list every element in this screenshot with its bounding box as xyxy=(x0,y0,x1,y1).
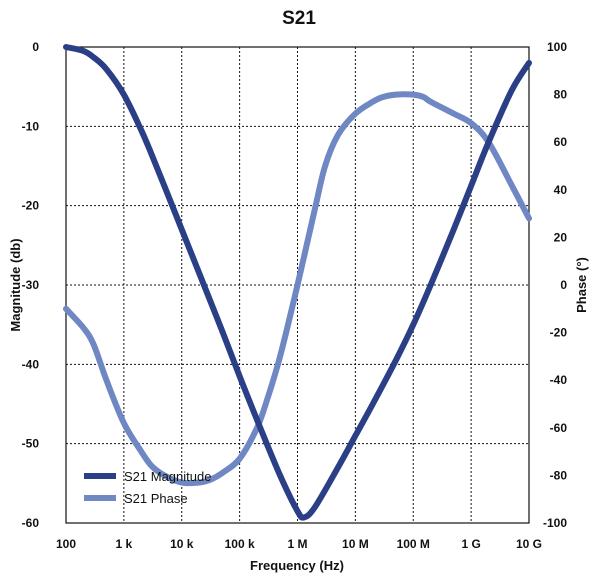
y2-tick-label: 80 xyxy=(554,88,568,102)
x-tick-label: 100 xyxy=(56,537,76,551)
x-tick-label: 1 k xyxy=(116,537,133,551)
x-tick-label: 1 G xyxy=(461,537,480,551)
legend: S21 Magnitude S21 Phase xyxy=(84,469,211,506)
y2-tick-label: 100 xyxy=(547,40,567,54)
series-line-magnitude xyxy=(63,44,532,521)
y-tick-labels: 0 -10 -20 -30 -40 -50 -60 xyxy=(22,40,40,530)
y-tick-label: -50 xyxy=(22,437,40,451)
x-tick-label: 10 G xyxy=(516,537,542,551)
x-tick-label: 10 M xyxy=(342,537,369,551)
y2-tick-label: -100 xyxy=(543,516,567,530)
y2-axis-label: Phase (°) xyxy=(574,257,589,313)
chart-title: S21 xyxy=(282,8,316,29)
x-tick-label: 100 k xyxy=(225,537,255,551)
y-axis-label: Magnitude (db) xyxy=(8,238,23,331)
y2-tick-label: -60 xyxy=(550,421,568,435)
x-tick-labels: 100 1 k 10 k 100 k 1 M 10 M 100 M 1 G 10 G xyxy=(56,537,542,551)
y-tick-label: -60 xyxy=(22,516,40,530)
x-tick-label: 100 M xyxy=(397,537,430,551)
y-tick-label: -20 xyxy=(22,199,40,213)
x-tick-label: 1 M xyxy=(287,537,307,551)
plot-frame xyxy=(65,46,530,524)
y-tick-label: -10 xyxy=(22,119,40,133)
y-tick-label: -40 xyxy=(22,357,40,371)
y-tick-label: 0 xyxy=(32,40,39,54)
y2-tick-label: 20 xyxy=(554,230,568,244)
y2-tick-label: -80 xyxy=(550,468,568,482)
y2-tick-label: 40 xyxy=(554,183,568,197)
series-layer xyxy=(63,44,532,521)
y2-tick-label: -40 xyxy=(550,373,568,387)
legend-label-phase: S21 Phase xyxy=(124,491,188,506)
x-axis-label: Frequency (Hz) xyxy=(250,558,344,573)
x-tick-label: 10 k xyxy=(170,537,194,551)
y2-tick-label: 60 xyxy=(554,135,568,149)
y-tick-label: -30 xyxy=(22,278,40,292)
series-line-phase xyxy=(63,91,532,487)
y2-tick-labels: 100 80 60 40 20 0 -20 -40 -60 -80 -100 xyxy=(543,40,567,530)
legend-label-magnitude: S21 Magnitude xyxy=(124,469,211,484)
y2-tick-label: 0 xyxy=(560,278,567,292)
y2-tick-label: -20 xyxy=(550,326,568,340)
